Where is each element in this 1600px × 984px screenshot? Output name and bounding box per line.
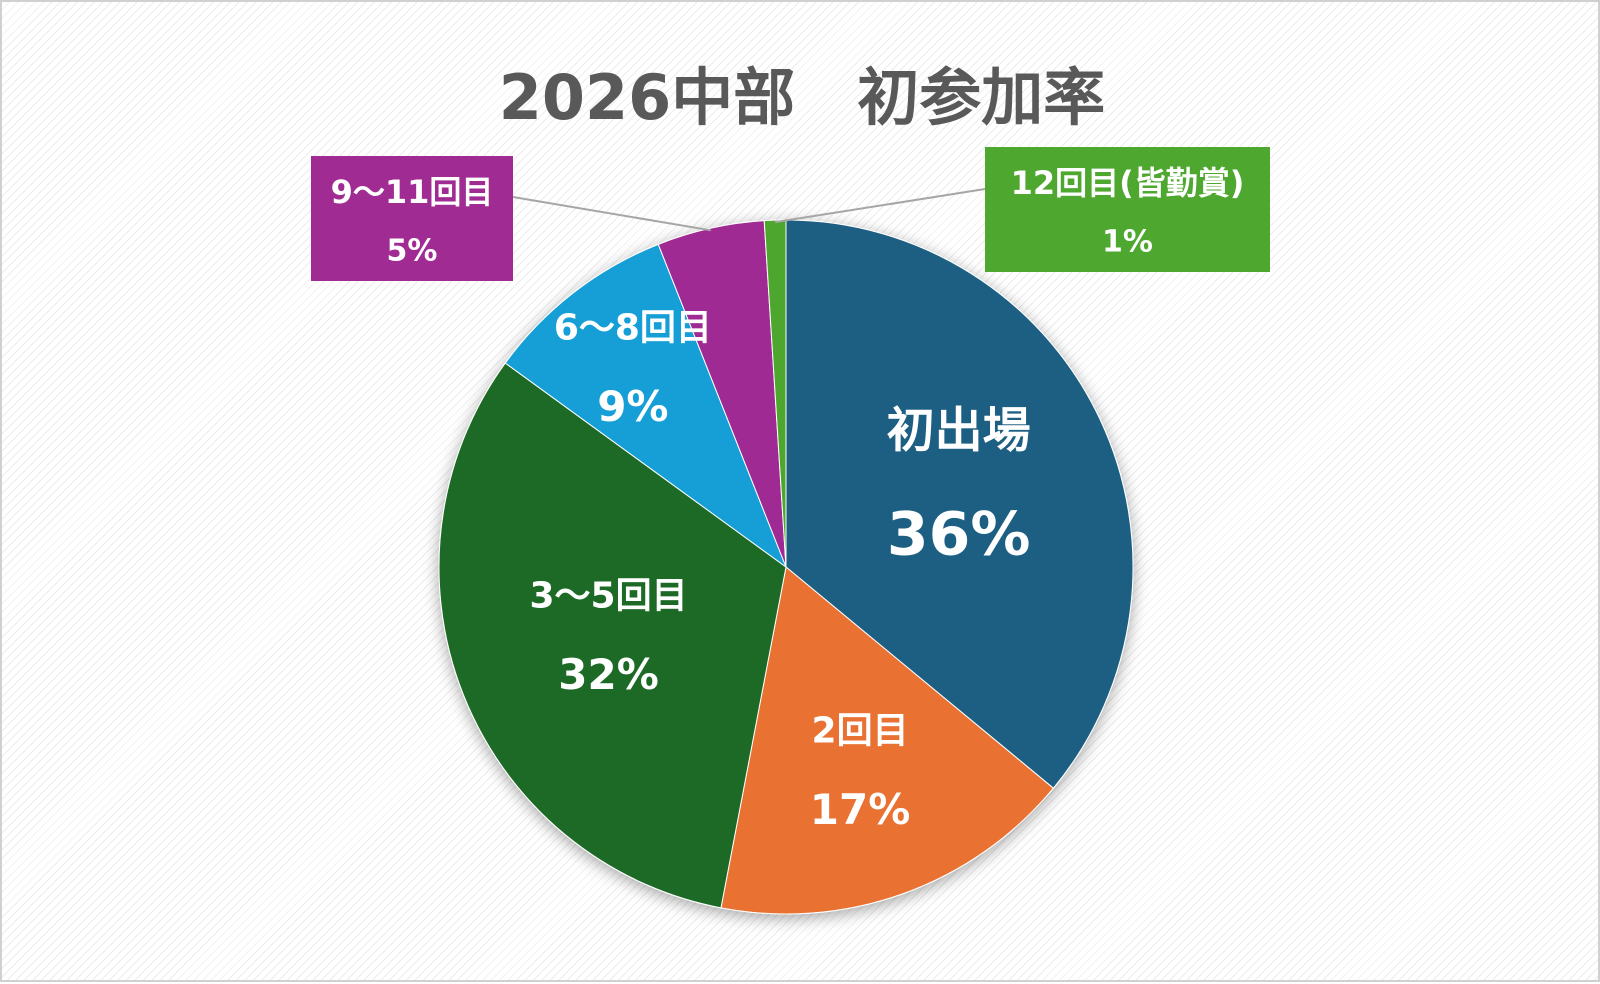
callout-box: [311, 156, 513, 281]
slice-label: 2回目: [812, 711, 909, 752]
pie-slice: [785, 219, 1134, 789]
pie: [438, 219, 1134, 915]
leader-line: [512, 196, 711, 232]
slice-label: 12回目(皆勤賞): [1011, 164, 1245, 202]
value-label: 9%: [597, 382, 668, 431]
value-label: 5%: [387, 234, 438, 269]
value-label: 32%: [558, 650, 659, 699]
chart-title: 2026中部 初参加率: [499, 61, 1106, 134]
slice-label: 9〜11回目: [331, 173, 494, 211]
slice-label: 3〜5回目: [529, 575, 687, 616]
value-label: 36%: [887, 499, 1031, 569]
slice-label: 6〜8回目: [554, 308, 712, 349]
pie-slice: [720, 566, 1055, 915]
callout-box: [985, 147, 1270, 272]
leader-line: [775, 188, 986, 224]
slice-label: 初出場: [887, 403, 1031, 459]
pie-slice: [438, 362, 787, 909]
pie-slice: [504, 243, 788, 569]
value-label: 1%: [1102, 225, 1153, 260]
value-label: 17%: [810, 785, 911, 834]
